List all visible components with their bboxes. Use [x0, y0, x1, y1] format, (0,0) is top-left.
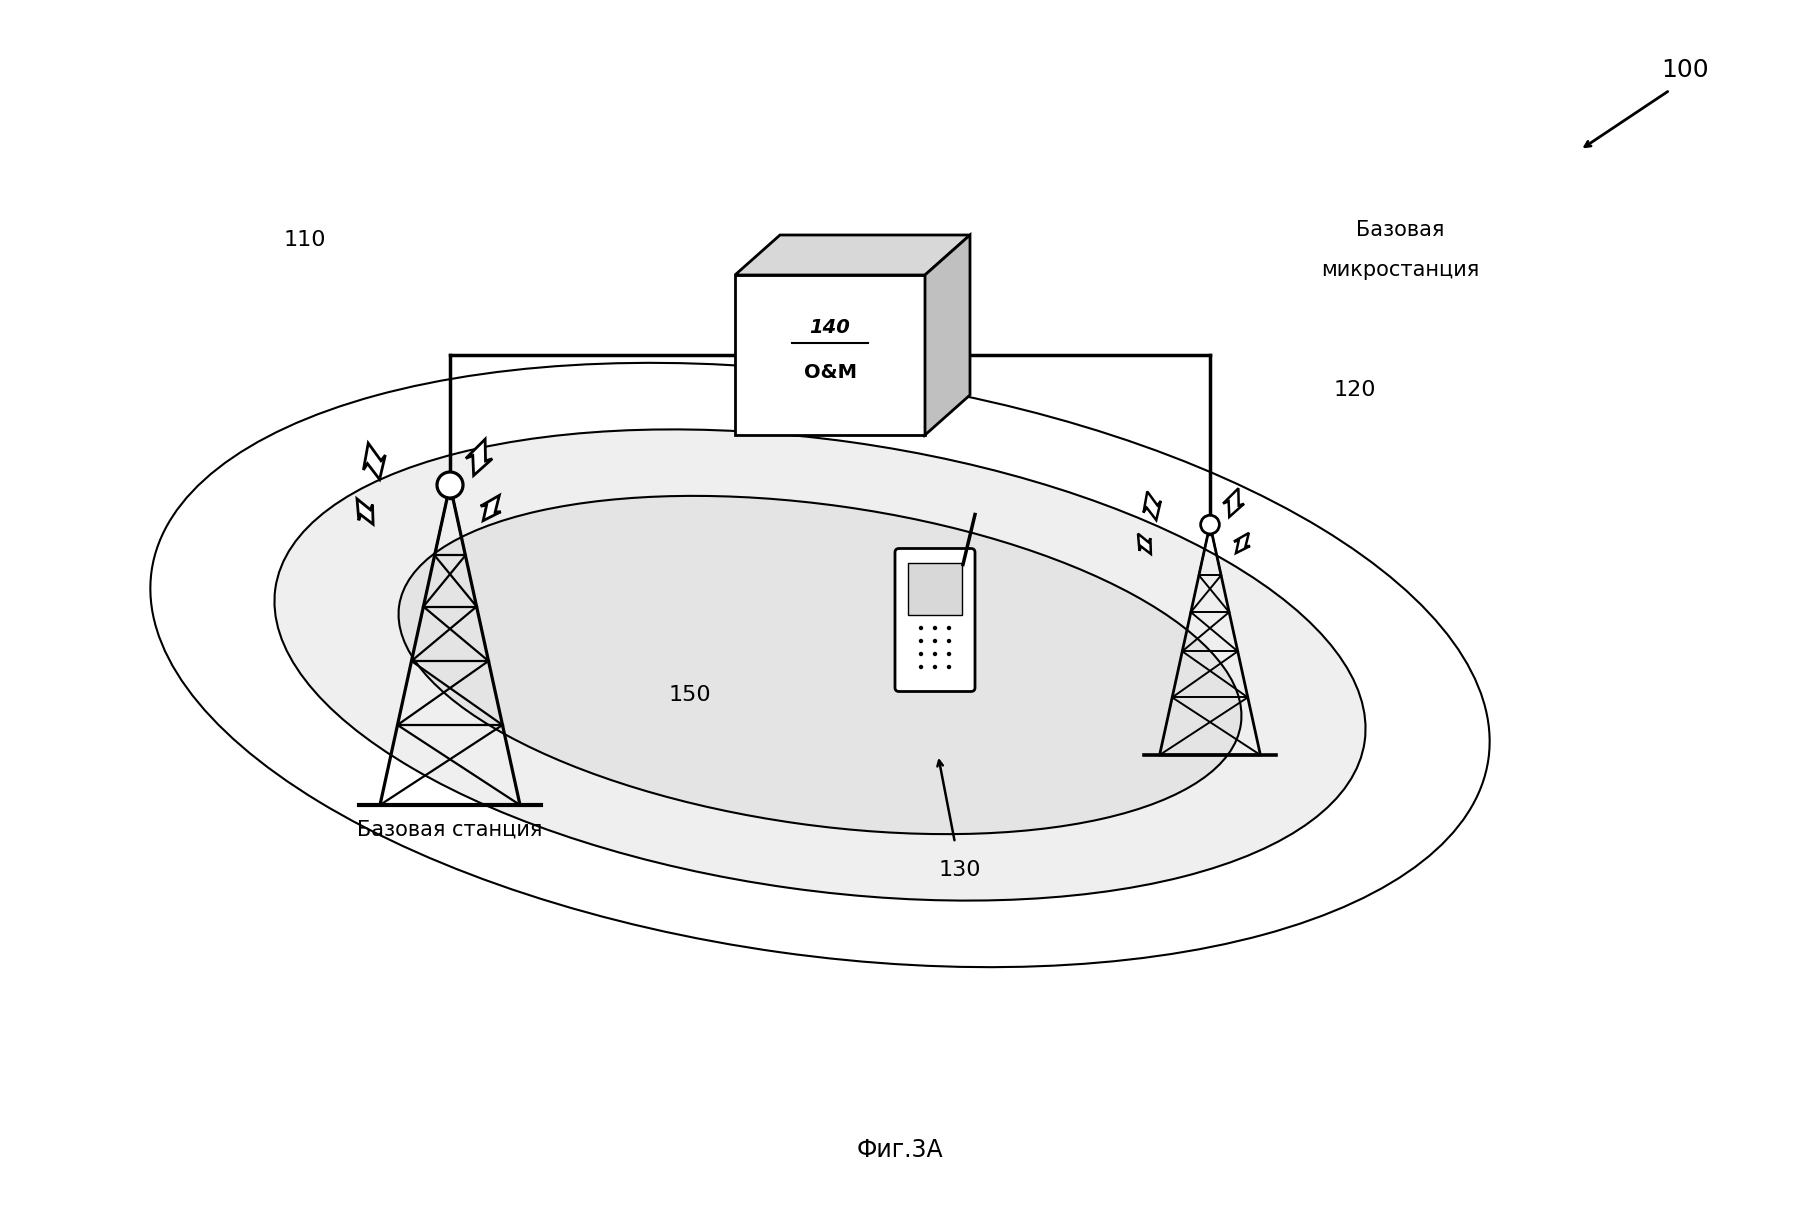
Circle shape [438, 472, 463, 498]
Circle shape [933, 665, 937, 669]
Polygon shape [1143, 492, 1161, 521]
Text: 140: 140 [810, 317, 850, 336]
Circle shape [1201, 516, 1219, 534]
Circle shape [919, 625, 923, 630]
Text: 120: 120 [1333, 380, 1377, 400]
Polygon shape [924, 235, 970, 435]
Text: Фиг.3A: Фиг.3A [857, 1138, 942, 1162]
Circle shape [946, 665, 952, 669]
Polygon shape [734, 235, 970, 275]
Circle shape [933, 639, 937, 643]
Polygon shape [1223, 488, 1245, 517]
Circle shape [946, 652, 952, 657]
Text: микростанция: микростанция [1321, 260, 1480, 280]
Text: Базовая: Базовая [1355, 221, 1444, 240]
Polygon shape [364, 443, 385, 480]
Text: 150: 150 [669, 684, 711, 705]
Circle shape [933, 652, 937, 657]
Polygon shape [1234, 533, 1250, 553]
Ellipse shape [275, 429, 1366, 900]
Text: 100: 100 [1661, 58, 1710, 82]
Text: O&M: O&M [803, 364, 856, 382]
Ellipse shape [398, 496, 1241, 834]
Circle shape [946, 639, 952, 643]
Text: Базовая станция: Базовая станция [358, 819, 543, 840]
Bar [908, 563, 962, 615]
Text: 110: 110 [284, 230, 326, 249]
Circle shape [933, 625, 937, 630]
Text: 130: 130 [939, 860, 980, 880]
Polygon shape [467, 439, 492, 476]
Circle shape [919, 652, 923, 657]
Polygon shape [356, 499, 373, 524]
Polygon shape [1138, 534, 1151, 554]
Circle shape [946, 625, 952, 630]
FancyBboxPatch shape [895, 548, 975, 692]
Polygon shape [481, 495, 501, 521]
Circle shape [919, 639, 923, 643]
Circle shape [919, 665, 923, 669]
Polygon shape [734, 275, 924, 435]
